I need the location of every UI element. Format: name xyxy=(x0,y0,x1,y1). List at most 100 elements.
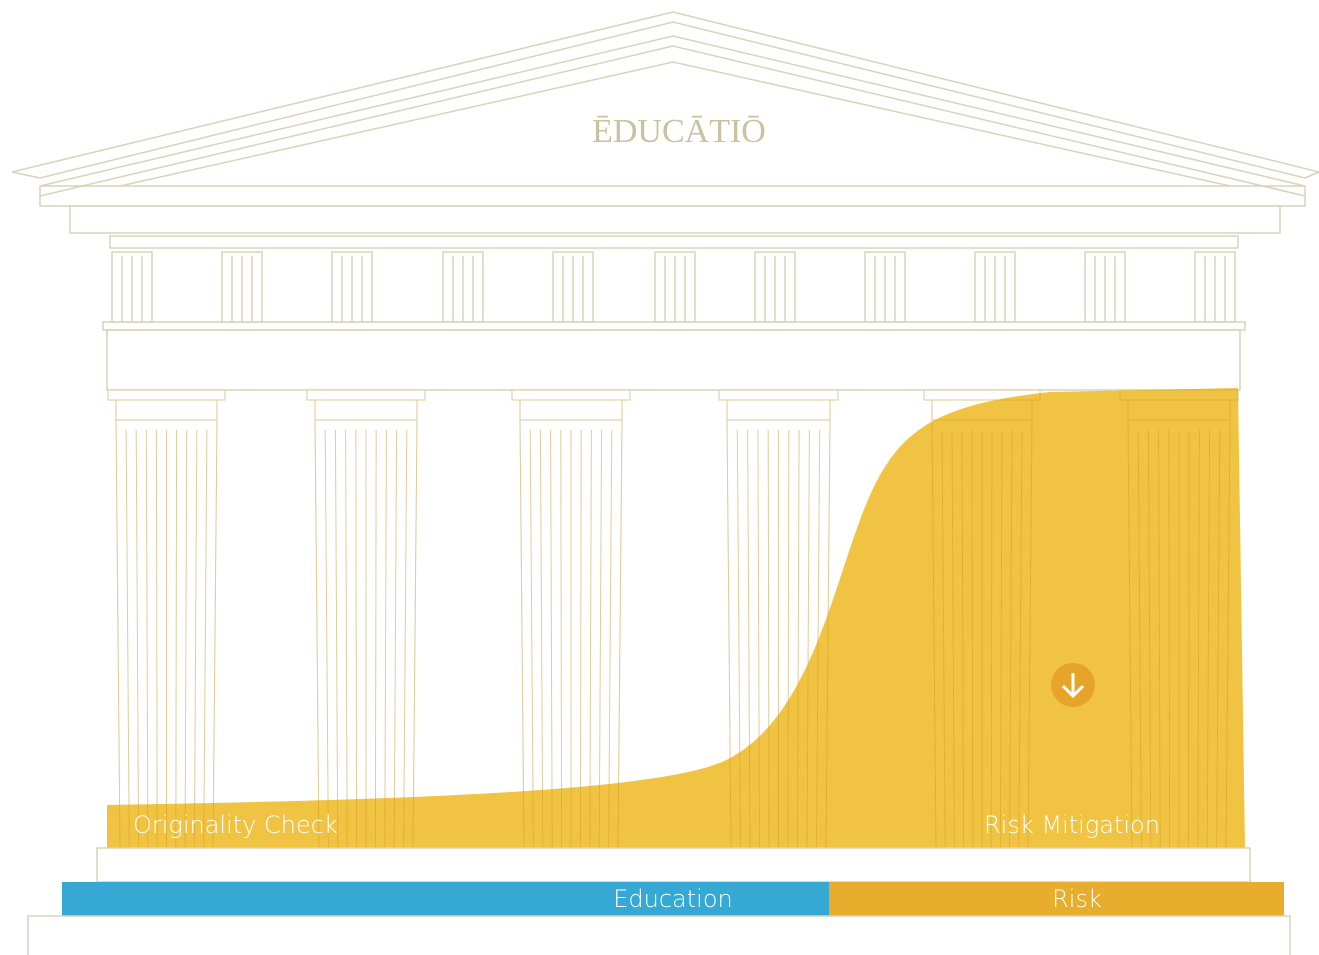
flute xyxy=(816,429,821,849)
cornice xyxy=(39,185,1306,207)
flute xyxy=(539,429,544,849)
flute xyxy=(589,429,592,849)
capital xyxy=(511,389,631,401)
entablature xyxy=(106,329,1241,391)
flute xyxy=(550,429,553,849)
flute xyxy=(334,429,339,849)
flute xyxy=(384,429,387,849)
flute xyxy=(135,429,140,849)
cornice-roof xyxy=(11,11,1319,179)
flute xyxy=(1187,429,1190,849)
flute xyxy=(175,429,178,849)
flute xyxy=(125,429,130,849)
flute xyxy=(374,429,377,849)
roof-line xyxy=(39,45,1306,197)
education-label: Education xyxy=(613,885,732,913)
tympanum xyxy=(119,61,1231,187)
arrow-icon xyxy=(1061,673,1085,699)
capital xyxy=(107,389,226,401)
flute xyxy=(598,429,603,849)
flute xyxy=(1009,429,1013,849)
flute xyxy=(589,429,592,849)
capital xyxy=(923,389,1041,401)
flute xyxy=(529,429,534,849)
flute xyxy=(560,429,563,849)
echinus xyxy=(115,399,218,421)
flute xyxy=(550,429,553,849)
echinus xyxy=(726,399,831,421)
flute xyxy=(767,429,770,849)
flute xyxy=(125,429,130,849)
column-shadows xyxy=(107,389,1239,849)
flute xyxy=(374,429,377,849)
capital xyxy=(718,389,839,401)
capital xyxy=(718,389,839,401)
flute xyxy=(1147,429,1152,849)
flute xyxy=(403,429,408,849)
flute xyxy=(539,429,544,849)
flute xyxy=(324,429,329,849)
echinus xyxy=(314,399,418,421)
architrave xyxy=(69,205,1281,234)
risk-bar xyxy=(829,882,1284,916)
flute xyxy=(579,429,582,849)
flute xyxy=(608,429,613,849)
stylobate xyxy=(96,847,1251,883)
flute xyxy=(334,429,339,849)
flute xyxy=(951,429,955,849)
echinus xyxy=(931,399,1033,421)
flute xyxy=(757,429,760,849)
flute xyxy=(608,429,613,849)
echinus xyxy=(115,399,218,421)
flute xyxy=(806,429,810,849)
flute xyxy=(736,429,741,849)
flute xyxy=(203,429,208,849)
flute xyxy=(961,429,965,849)
frieze-band xyxy=(109,235,1239,249)
flute xyxy=(145,429,149,849)
flute xyxy=(393,429,398,849)
pediment: ĒDUCĀTIŌ xyxy=(11,11,1319,234)
risk-curve-area xyxy=(107,388,1245,848)
risk-label: Risk xyxy=(1052,885,1102,913)
flute xyxy=(184,429,188,849)
echinus xyxy=(726,399,831,421)
flute xyxy=(797,429,800,849)
flute xyxy=(135,429,140,849)
echinus xyxy=(519,399,623,421)
flute xyxy=(345,429,348,849)
flute xyxy=(145,429,149,849)
flute xyxy=(529,429,534,849)
flute xyxy=(203,429,208,849)
flute xyxy=(598,429,603,849)
flute xyxy=(747,429,751,849)
flute xyxy=(579,429,582,849)
flute xyxy=(1216,429,1221,849)
flute xyxy=(155,429,158,849)
base-step xyxy=(27,915,1291,955)
flute xyxy=(403,429,408,849)
capital xyxy=(511,389,631,401)
flute xyxy=(175,429,178,849)
education-bar xyxy=(62,882,829,916)
flute xyxy=(345,429,348,849)
flute xyxy=(999,429,1003,849)
capital xyxy=(306,389,426,401)
flute xyxy=(1158,429,1161,849)
flute xyxy=(1197,429,1200,849)
flute xyxy=(184,429,188,849)
capital xyxy=(306,389,426,401)
frieze-base xyxy=(102,321,1246,331)
pediment-title: ĒDUCĀTIŌ xyxy=(592,113,766,150)
capital xyxy=(107,389,226,401)
flute xyxy=(193,429,198,849)
frieze xyxy=(102,235,1246,391)
flute xyxy=(1206,429,1211,849)
echinus xyxy=(1127,399,1231,421)
flute xyxy=(355,429,358,849)
roof-line xyxy=(39,35,1306,187)
flute xyxy=(355,429,358,849)
flute xyxy=(990,429,993,849)
